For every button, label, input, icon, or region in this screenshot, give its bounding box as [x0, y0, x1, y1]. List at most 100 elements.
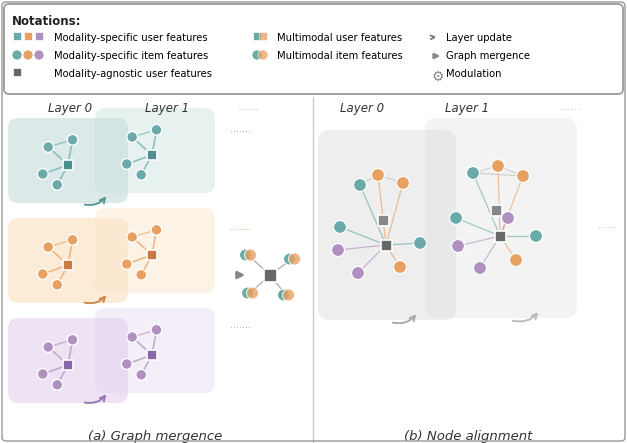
Text: .......: .......	[230, 320, 251, 330]
FancyBboxPatch shape	[95, 108, 215, 193]
FancyBboxPatch shape	[318, 130, 456, 320]
Circle shape	[52, 379, 63, 390]
Circle shape	[43, 142, 53, 152]
FancyBboxPatch shape	[95, 208, 215, 293]
Bar	[263, 268, 277, 281]
Text: Modality-agnostic user features: Modality-agnostic user features	[54, 69, 212, 79]
FancyBboxPatch shape	[95, 308, 215, 393]
Bar	[13, 32, 21, 40]
FancyBboxPatch shape	[4, 4, 623, 94]
Bar	[63, 160, 73, 170]
Bar	[490, 205, 502, 215]
Circle shape	[258, 50, 268, 60]
Text: (a) Graph mergence: (a) Graph mergence	[88, 430, 222, 443]
Text: ......: ......	[238, 102, 260, 112]
FancyBboxPatch shape	[8, 318, 128, 403]
Text: Layer update: Layer update	[446, 33, 512, 43]
Circle shape	[245, 249, 256, 261]
Circle shape	[451, 240, 465, 253]
Circle shape	[502, 211, 515, 225]
Circle shape	[67, 234, 78, 245]
Circle shape	[34, 50, 44, 60]
Circle shape	[151, 324, 162, 335]
Text: Layer 0: Layer 0	[48, 102, 92, 115]
Circle shape	[136, 369, 147, 380]
Circle shape	[151, 225, 162, 235]
Circle shape	[466, 167, 480, 179]
Bar	[495, 230, 505, 241]
Circle shape	[127, 332, 137, 342]
Text: Modality-specific user features: Modality-specific user features	[54, 33, 208, 43]
Circle shape	[38, 169, 48, 179]
Bar	[13, 68, 21, 76]
Circle shape	[283, 289, 295, 301]
Bar	[381, 240, 391, 250]
Circle shape	[122, 259, 132, 269]
Circle shape	[510, 253, 522, 267]
Circle shape	[492, 159, 505, 172]
Circle shape	[52, 179, 63, 190]
Bar	[147, 350, 157, 360]
Bar	[24, 32, 32, 40]
Circle shape	[23, 50, 33, 60]
Circle shape	[413, 237, 426, 249]
Circle shape	[122, 358, 132, 369]
Circle shape	[283, 253, 295, 265]
Circle shape	[352, 267, 364, 280]
Text: ......: ......	[560, 102, 582, 112]
Text: Layer 1: Layer 1	[445, 102, 489, 115]
Circle shape	[240, 249, 251, 261]
Text: Multimodal item features: Multimodal item features	[277, 51, 403, 61]
Circle shape	[136, 269, 147, 280]
Circle shape	[67, 334, 78, 345]
Text: Notations:: Notations:	[12, 15, 82, 28]
Text: .......: .......	[230, 124, 251, 134]
Text: Multimodal user features: Multimodal user features	[277, 33, 402, 43]
Circle shape	[529, 229, 542, 242]
Bar	[377, 214, 389, 225]
Circle shape	[52, 280, 63, 290]
Text: Modality-specific item features: Modality-specific item features	[54, 51, 208, 61]
FancyArrowPatch shape	[430, 35, 435, 39]
Circle shape	[252, 50, 262, 60]
Text: Modulation: Modulation	[446, 69, 502, 79]
Text: (b) Node alignment: (b) Node alignment	[404, 430, 532, 443]
FancyArrowPatch shape	[85, 297, 105, 303]
Circle shape	[127, 132, 137, 142]
Circle shape	[246, 287, 258, 299]
FancyArrowPatch shape	[85, 396, 105, 403]
Circle shape	[394, 260, 406, 273]
Circle shape	[517, 170, 529, 183]
Circle shape	[38, 268, 48, 280]
Circle shape	[241, 287, 253, 299]
Bar	[63, 360, 73, 370]
Circle shape	[127, 232, 137, 242]
Text: ⚙: ⚙	[432, 70, 445, 84]
FancyArrowPatch shape	[513, 314, 537, 322]
Circle shape	[354, 179, 367, 191]
Circle shape	[396, 176, 409, 190]
FancyBboxPatch shape	[425, 118, 577, 318]
Circle shape	[334, 221, 347, 233]
Circle shape	[288, 253, 300, 265]
FancyBboxPatch shape	[8, 218, 128, 303]
FancyBboxPatch shape	[8, 118, 128, 203]
Text: ......: ......	[598, 220, 616, 230]
Bar	[259, 32, 267, 40]
Circle shape	[332, 244, 344, 256]
Circle shape	[122, 159, 132, 169]
Text: Layer 1: Layer 1	[145, 102, 189, 115]
Circle shape	[372, 168, 384, 182]
Circle shape	[67, 134, 78, 145]
Circle shape	[278, 289, 290, 301]
FancyArrowPatch shape	[85, 198, 105, 205]
Circle shape	[12, 50, 22, 60]
Circle shape	[136, 169, 147, 180]
Text: .......: .......	[230, 222, 251, 232]
Bar	[35, 32, 43, 40]
Circle shape	[473, 261, 487, 275]
Bar	[253, 32, 261, 40]
Bar	[63, 260, 73, 270]
Circle shape	[151, 124, 162, 135]
Circle shape	[43, 241, 53, 253]
